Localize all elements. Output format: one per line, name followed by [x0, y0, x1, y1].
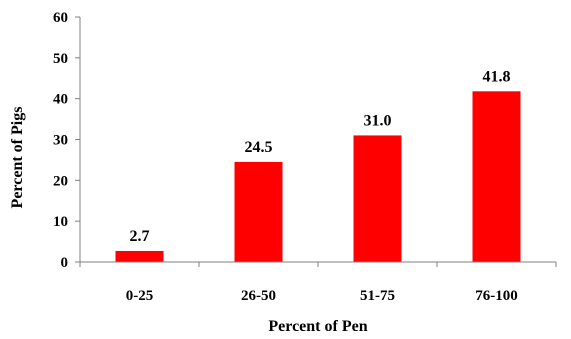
y-axis-title: Percent of Pigs	[9, 107, 26, 209]
y-tick-label: 30	[53, 133, 68, 149]
bar-0-25	[115, 250, 164, 262]
bar-76-100	[472, 91, 521, 262]
x-tick-label-51-75: 51-75	[360, 288, 395, 304]
data-label-76-100: 41.8	[483, 68, 511, 85]
bars	[115, 91, 521, 262]
data-label-0-25: 2.7	[130, 228, 150, 245]
data-label-26-50: 24.5	[245, 139, 273, 156]
bar-51-75	[353, 135, 402, 262]
y-tick-label: 60	[53, 10, 68, 26]
y-tick-label: 0	[61, 255, 69, 271]
y-tick-label: 20	[53, 173, 68, 189]
x-tick-label-26-50: 26-50	[241, 288, 276, 304]
x-tick-label-76-100: 76-100	[475, 288, 518, 304]
y-tick-label: 40	[53, 92, 68, 108]
y-axis-ticks: 0 10 20 30 40 50 60	[53, 10, 80, 271]
data-label-51-75: 31.0	[364, 112, 392, 129]
bar-26-50	[234, 161, 283, 262]
data-labels: 2.7 24.5 31.0 41.8	[130, 68, 511, 245]
x-axis-title: Percent of Pen	[268, 318, 367, 335]
y-tick-label: 50	[53, 51, 68, 67]
x-tick-label-0-25: 0-25	[126, 288, 154, 304]
x-axis-ticks: 0-25 26-50 51-75 76-100	[79, 262, 557, 304]
y-tick-label: 10	[53, 214, 68, 230]
